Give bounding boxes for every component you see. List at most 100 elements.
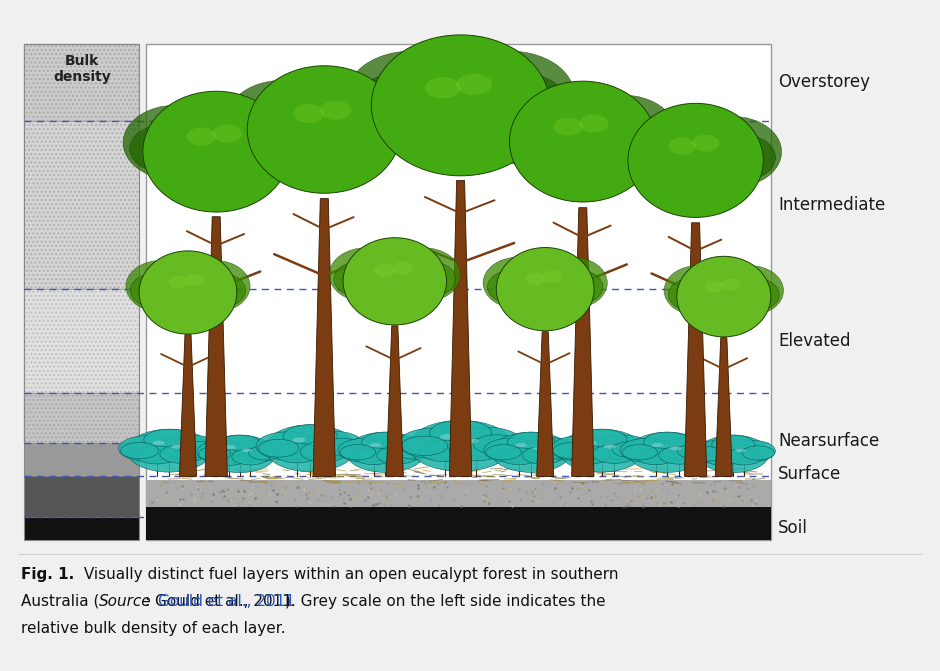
Ellipse shape (711, 135, 776, 180)
Ellipse shape (463, 438, 478, 444)
Ellipse shape (571, 95, 676, 170)
Ellipse shape (677, 256, 771, 337)
Ellipse shape (302, 431, 364, 458)
Ellipse shape (474, 435, 520, 454)
Ellipse shape (226, 446, 236, 450)
Text: Nearsurface: Nearsurface (778, 432, 880, 450)
Ellipse shape (692, 135, 719, 152)
Ellipse shape (256, 432, 320, 460)
Ellipse shape (409, 420, 512, 471)
Ellipse shape (492, 432, 571, 472)
Ellipse shape (664, 266, 732, 315)
Ellipse shape (559, 429, 644, 472)
Ellipse shape (276, 68, 372, 134)
Ellipse shape (212, 450, 247, 466)
Ellipse shape (486, 445, 521, 460)
Ellipse shape (126, 260, 196, 312)
Ellipse shape (735, 448, 745, 452)
Ellipse shape (705, 450, 741, 466)
Ellipse shape (171, 444, 184, 449)
Bar (24, 443, 139, 476)
Ellipse shape (135, 446, 178, 464)
Ellipse shape (714, 289, 766, 325)
Ellipse shape (347, 51, 476, 138)
Ellipse shape (490, 95, 595, 170)
Text: Overstorey: Overstorey (778, 73, 870, 91)
Text: Source: Source (99, 594, 151, 609)
Ellipse shape (233, 440, 282, 462)
Ellipse shape (616, 135, 681, 180)
Ellipse shape (386, 248, 461, 302)
Ellipse shape (594, 435, 651, 460)
Bar (146, 507, 771, 540)
Ellipse shape (508, 432, 555, 452)
Bar (24, 44, 139, 121)
Ellipse shape (603, 444, 617, 449)
Polygon shape (537, 331, 554, 476)
Ellipse shape (399, 428, 471, 458)
Ellipse shape (517, 130, 598, 184)
Ellipse shape (610, 117, 707, 187)
Ellipse shape (585, 441, 598, 446)
Bar (24, 44, 139, 121)
Ellipse shape (727, 440, 776, 462)
Ellipse shape (554, 117, 583, 136)
Ellipse shape (440, 434, 456, 440)
Ellipse shape (659, 446, 699, 464)
Ellipse shape (387, 446, 400, 450)
Ellipse shape (405, 37, 516, 110)
Ellipse shape (579, 114, 608, 132)
Ellipse shape (668, 138, 696, 154)
Ellipse shape (542, 270, 562, 283)
Ellipse shape (395, 444, 431, 459)
Ellipse shape (274, 443, 320, 463)
Bar (24, 393, 139, 443)
Ellipse shape (734, 278, 779, 311)
Ellipse shape (635, 448, 675, 465)
Polygon shape (715, 338, 732, 476)
Ellipse shape (644, 432, 691, 452)
Ellipse shape (130, 125, 200, 173)
Text: Bulk
density: Bulk density (53, 54, 111, 84)
Polygon shape (205, 217, 227, 476)
Ellipse shape (682, 149, 757, 200)
Ellipse shape (180, 442, 218, 458)
Ellipse shape (343, 238, 446, 325)
Text: Surface: Surface (778, 466, 841, 483)
Ellipse shape (726, 448, 762, 465)
Ellipse shape (509, 81, 656, 202)
Ellipse shape (380, 91, 478, 154)
Ellipse shape (144, 429, 195, 451)
Ellipse shape (255, 117, 339, 174)
Ellipse shape (634, 149, 709, 200)
Ellipse shape (265, 425, 355, 472)
Ellipse shape (392, 262, 413, 275)
Ellipse shape (340, 445, 376, 460)
Text: relative bulk density of each layer.: relative bulk density of each layer. (21, 621, 286, 635)
Ellipse shape (143, 91, 290, 212)
Ellipse shape (196, 441, 247, 463)
Ellipse shape (695, 258, 753, 299)
Ellipse shape (120, 442, 159, 459)
Text: Fig. 1.: Fig. 1. (21, 567, 74, 582)
Ellipse shape (515, 443, 527, 448)
Ellipse shape (501, 280, 555, 318)
Ellipse shape (406, 262, 456, 297)
Bar (24, 517, 139, 540)
Ellipse shape (321, 438, 362, 456)
Polygon shape (449, 180, 472, 476)
Ellipse shape (362, 432, 409, 452)
Ellipse shape (480, 74, 566, 130)
Ellipse shape (668, 278, 713, 311)
Ellipse shape (179, 285, 232, 321)
Ellipse shape (743, 446, 775, 460)
Ellipse shape (258, 440, 299, 457)
Text: Gould et al., 2011: Gould et al., 2011 (158, 594, 295, 609)
Ellipse shape (355, 74, 441, 130)
Ellipse shape (697, 435, 769, 472)
Ellipse shape (499, 448, 539, 465)
Ellipse shape (484, 438, 539, 462)
Text: Intermediate: Intermediate (778, 196, 885, 213)
Ellipse shape (496, 114, 567, 162)
Text: Visually distinct fuel layers within an open eucalypt forest in southern: Visually distinct fuel layers within an … (79, 567, 619, 582)
